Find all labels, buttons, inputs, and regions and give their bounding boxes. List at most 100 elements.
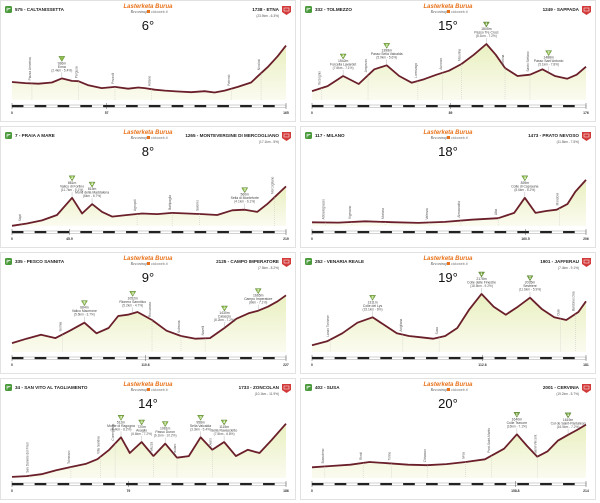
panel-frame bbox=[300, 126, 596, 248]
climb-name: Sella Ravascletto bbox=[211, 429, 237, 433]
climb-marker-icon bbox=[241, 187, 249, 194]
km-bar-segment bbox=[80, 482, 93, 486]
climb-marker-icon bbox=[369, 295, 376, 301]
km-bar-segment bbox=[460, 356, 472, 360]
km-bar-segment bbox=[448, 230, 461, 234]
km-tick-label: 0 bbox=[11, 111, 13, 115]
climb-altitude: 512m bbox=[117, 420, 126, 424]
climb-marker-icon bbox=[513, 412, 521, 418]
climb-altitude: 1052m bbox=[128, 296, 139, 300]
km-bar-segment bbox=[11, 104, 24, 108]
km-bar-segment bbox=[148, 230, 161, 234]
km-tick-label: 79 bbox=[126, 489, 130, 493]
place-label: Roccaraso bbox=[148, 302, 152, 317]
climb-name: Colle di Caprauna bbox=[511, 184, 538, 188]
km-bar-segment bbox=[80, 230, 93, 234]
km-tick-label: 219 bbox=[283, 237, 289, 241]
km-bar-segment bbox=[228, 482, 241, 486]
km-bar-segment bbox=[194, 104, 207, 108]
km-bar-segment bbox=[114, 230, 127, 234]
km-bar-segment bbox=[323, 230, 335, 234]
km-bar-segment bbox=[240, 230, 252, 234]
km-bar-segment bbox=[160, 104, 172, 108]
climb-info: (8.2km - 7.2%) bbox=[214, 318, 235, 322]
panel-frame bbox=[0, 252, 296, 374]
stage-number: 6° bbox=[142, 18, 154, 33]
km-bar-segment bbox=[540, 482, 552, 486]
km-bar-segment bbox=[311, 230, 324, 234]
site-label: cicloweb.it bbox=[151, 136, 168, 140]
place-label: Abbiategrasso bbox=[321, 199, 325, 220]
stage-number: 20° bbox=[438, 396, 458, 411]
profile-area bbox=[12, 295, 286, 352]
km-tick-label: 0 bbox=[311, 237, 313, 241]
climb-info: (18.5km - 9.2%) bbox=[470, 284, 493, 288]
place-label: Sapri bbox=[18, 214, 22, 222]
climb-category: 1 bbox=[485, 21, 488, 26]
km-bar-segment bbox=[263, 356, 275, 360]
climb-category: 2 bbox=[257, 288, 260, 293]
climb-info: (4.4km - 8.2%) bbox=[111, 427, 132, 431]
climb-info: (5.9km - 5.6%) bbox=[376, 55, 397, 59]
start-label: 117 - MILANO bbox=[315, 133, 345, 138]
climb-info: (16.5km - 7.2%) bbox=[557, 425, 580, 429]
km-bar-segment bbox=[528, 104, 541, 108]
finish-climb-info: (11.5km - 7.5%) bbox=[557, 140, 579, 144]
climb-name: Passo Sella Valcalda bbox=[371, 52, 403, 56]
km-bar-segment bbox=[148, 356, 161, 360]
finish-climb-info: (19.2km - 5.7%) bbox=[556, 392, 579, 396]
place-label: Lanzo Torinese bbox=[326, 315, 330, 337]
place-label: Pont-Saint-Martin bbox=[487, 428, 491, 453]
km-bar-segment bbox=[357, 356, 370, 360]
finish-climb-info: (23.9km - 6.3%) bbox=[256, 14, 279, 18]
place-label: Alessandria bbox=[457, 201, 461, 218]
climb-marker-icon bbox=[117, 415, 125, 421]
climb-name: Monti della Maddalena bbox=[75, 191, 109, 195]
km-tick-label: 0 bbox=[311, 489, 313, 493]
km-bar-segment bbox=[251, 104, 264, 108]
climb-name: Passo Sant'Antonio bbox=[534, 59, 564, 63]
km-bar-segment bbox=[263, 230, 275, 234]
brand-title: Lasterketa Burua bbox=[423, 256, 473, 262]
km-bar-segment bbox=[80, 356, 93, 360]
km-tick-label: 214 bbox=[583, 489, 589, 493]
climb-category: 3 bbox=[83, 300, 86, 305]
climb-name: Colle Tsecore bbox=[507, 421, 528, 425]
finish-climb-info: (17.1km - 5%) bbox=[259, 140, 279, 144]
site-logo-icon bbox=[447, 262, 450, 265]
km-bar-segment bbox=[194, 230, 207, 234]
km-bar-segment bbox=[57, 482, 70, 486]
place-label: Adrano bbox=[147, 76, 151, 87]
start-flag-glyph bbox=[6, 259, 12, 264]
brand-subtitle: Recontrajet bbox=[130, 135, 151, 140]
site-label: cicloweb.it bbox=[451, 136, 468, 140]
km-bar-segment bbox=[11, 482, 24, 486]
km-bar-segment bbox=[68, 104, 81, 108]
km-bar-segment bbox=[323, 356, 335, 360]
climb-marker-icon bbox=[339, 53, 347, 60]
km-bar-segment bbox=[334, 356, 347, 360]
place-label: Auronzo bbox=[439, 58, 443, 70]
place-label: Santo Stefano bbox=[526, 51, 530, 71]
km-bar-segment bbox=[505, 230, 518, 234]
finish-flag-glyph bbox=[283, 7, 290, 12]
km-bar-segment bbox=[414, 482, 427, 486]
brand-title: Lasterketa Burua bbox=[423, 130, 473, 136]
climb-info: (8.1km - 7.2%) bbox=[476, 34, 497, 38]
km-bar-segment bbox=[91, 356, 104, 360]
km-bar-segment bbox=[437, 104, 450, 108]
km-bar-segment bbox=[563, 230, 575, 234]
site-logo-icon bbox=[447, 136, 450, 139]
climb-info: (5.2km - 4.7%) bbox=[122, 303, 143, 307]
km-bar-segment bbox=[183, 104, 195, 108]
start-flag-icon bbox=[305, 132, 312, 139]
km-bar-segment bbox=[251, 230, 264, 234]
km-bar-segment bbox=[368, 356, 381, 360]
climb-altitude: 1488m bbox=[543, 56, 554, 60]
km-bar-segment bbox=[171, 356, 184, 360]
climb-info: (11.6km - 5.9%) bbox=[519, 288, 541, 292]
km-bar-segment bbox=[414, 356, 427, 360]
km-bar-segment bbox=[263, 104, 275, 108]
